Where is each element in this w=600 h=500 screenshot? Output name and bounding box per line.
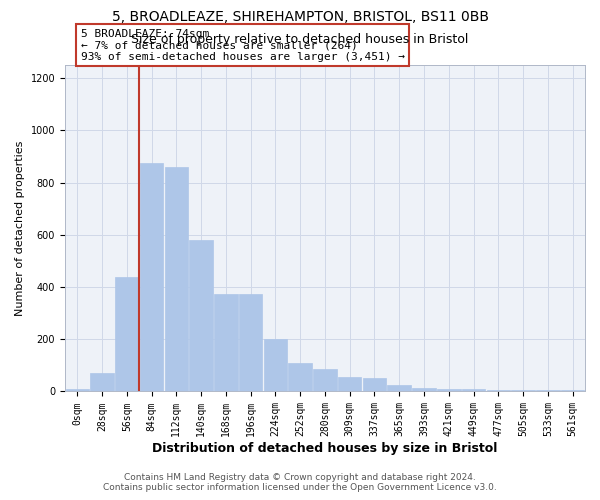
Bar [140,163,163,392]
Bar [462,389,485,392]
Bar [561,390,584,392]
X-axis label: Distribution of detached houses by size in Bristol: Distribution of detached houses by size … [152,442,497,455]
Bar [263,339,287,392]
Y-axis label: Number of detached properties: Number of detached properties [15,140,25,316]
Bar [437,390,461,392]
Bar [536,390,560,392]
Bar [164,167,188,392]
Bar [239,294,262,392]
Bar [65,389,89,392]
Bar [289,362,312,392]
Bar [388,385,411,392]
Text: Size of property relative to detached houses in Bristol: Size of property relative to detached ho… [131,32,469,46]
Bar [363,378,386,392]
Bar [90,373,114,392]
Text: Contains HM Land Registry data © Crown copyright and database right 2024.
Contai: Contains HM Land Registry data © Crown c… [103,473,497,492]
Bar [190,240,213,392]
Bar [412,388,436,392]
Bar [214,294,238,392]
Bar [115,276,139,392]
Bar [487,390,510,392]
Bar [313,370,337,392]
Text: 5 BROADLEAZE: 74sqm
← 7% of detached houses are smaller (264)
93% of semi-detach: 5 BROADLEAZE: 74sqm ← 7% of detached hou… [80,28,404,62]
Text: 5, BROADLEAZE, SHIREHAMPTON, BRISTOL, BS11 0BB: 5, BROADLEAZE, SHIREHAMPTON, BRISTOL, BS… [112,10,488,24]
Bar [511,390,535,392]
Bar [338,377,361,392]
